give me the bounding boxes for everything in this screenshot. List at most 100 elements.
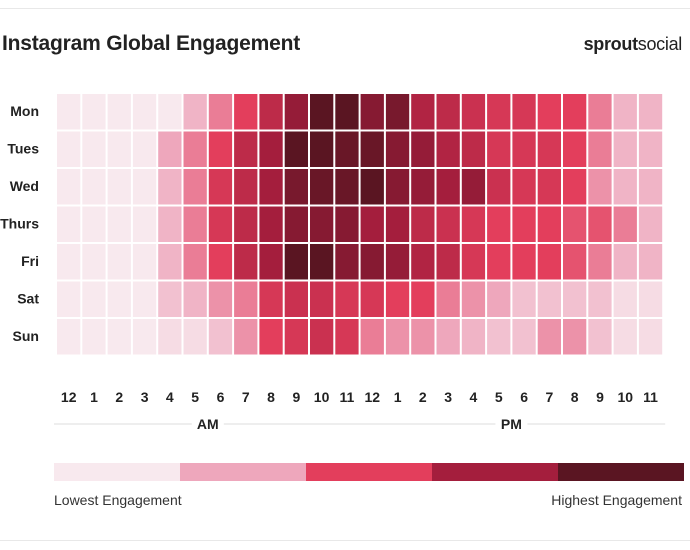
heatmap-cell — [82, 244, 106, 280]
heatmap-cell — [259, 244, 283, 280]
heatmap-cell — [512, 169, 536, 205]
heatmap-cell — [436, 169, 460, 205]
heatmap-cell — [537, 319, 561, 355]
heatmap-cell — [436, 244, 460, 280]
day-label: Thurs — [0, 215, 39, 231]
heatmap-cell — [638, 244, 663, 280]
heatmap-cell — [107, 169, 131, 205]
hour-label: 7 — [242, 389, 250, 405]
hour-label: 4 — [470, 389, 478, 405]
hour-label: 11 — [643, 389, 658, 405]
heatmap-cell — [57, 169, 81, 205]
heatmap-cell — [57, 319, 81, 355]
heatmap-cell — [132, 206, 157, 242]
heatmap-cell — [588, 94, 612, 130]
heatmap-cell — [284, 94, 308, 130]
legend-high-label: Highest Engagement — [551, 492, 682, 508]
heatmap-cell — [537, 281, 561, 317]
heatmap-cell — [310, 244, 334, 280]
heatmap-cell — [107, 206, 131, 242]
heatmap-cell — [487, 206, 511, 242]
hour-label: 5 — [191, 389, 199, 405]
hour-label: 6 — [217, 389, 225, 405]
heatmap-cell — [183, 131, 207, 167]
heatmap-cell — [158, 244, 182, 280]
heatmap-cell — [613, 319, 637, 355]
hour-label: 11 — [339, 389, 354, 405]
heatmap-cell — [487, 244, 511, 280]
heatmap-cell — [385, 206, 410, 242]
heatmap-cell — [310, 169, 334, 205]
heatmap-cell — [360, 319, 384, 355]
heatmap-cell — [537, 206, 561, 242]
heatmap-cell — [335, 94, 359, 130]
heatmap-cell — [158, 169, 182, 205]
heatmap-cell — [208, 244, 233, 280]
heatmap-cell — [436, 319, 460, 355]
heatmap-cell — [234, 244, 258, 280]
heatmap-cell — [360, 94, 384, 130]
day-label: Sun — [13, 328, 39, 344]
heatmap-cell — [57, 131, 81, 167]
heatmap-cell — [638, 319, 663, 355]
heatmap-cell — [461, 131, 486, 167]
heatmap-cell — [335, 319, 359, 355]
heatmap-cell — [82, 281, 106, 317]
heatmap-cell — [234, 169, 258, 205]
heatmap-cell — [183, 244, 207, 280]
legend-swatch — [54, 463, 180, 481]
heatmap-cell — [335, 131, 359, 167]
heatmap-cell — [259, 281, 283, 317]
brand-logo-part2: social — [637, 34, 683, 54]
heatmap-cell — [537, 94, 561, 130]
group-label: PM — [501, 416, 522, 432]
heatmap-cell — [132, 131, 157, 167]
heatmap-cell — [158, 94, 182, 130]
heatmap-cell — [335, 206, 359, 242]
top-divider — [0, 8, 690, 9]
heatmap-cell — [385, 244, 410, 280]
heatmap-cell — [284, 131, 308, 167]
day-label: Fri — [21, 253, 39, 269]
hour-label: 2 — [419, 389, 427, 405]
bottom-divider — [0, 540, 690, 541]
hour-label: 12 — [365, 389, 381, 405]
heatmap-cell — [132, 244, 157, 280]
heatmap-cell — [461, 319, 486, 355]
day-label: Tues — [7, 140, 39, 156]
heatmap-cell — [411, 319, 435, 355]
heatmap-cell — [537, 244, 561, 280]
brand-logo-part1: sprout — [583, 34, 639, 54]
heatmap-cell — [132, 94, 157, 130]
heatmap-cell — [82, 319, 106, 355]
heatmap-cell — [132, 319, 157, 355]
heatmap-cell — [588, 169, 612, 205]
heatmap-cell — [487, 94, 511, 130]
chart-title: Instagram Global Engagement — [2, 32, 300, 55]
heatmap-cell — [613, 94, 637, 130]
heatmap-cell — [385, 169, 410, 205]
heatmap-cell — [411, 131, 435, 167]
heatmap-cell — [107, 319, 131, 355]
heatmap-cell — [284, 169, 308, 205]
heatmap-cell — [563, 206, 587, 242]
hour-label: 6 — [520, 389, 528, 405]
heatmap-cell — [512, 281, 536, 317]
heatmap-cell — [335, 281, 359, 317]
hour-label: 1 — [90, 389, 98, 405]
day-label: Sat — [17, 290, 39, 306]
heatmap-cell — [436, 94, 460, 130]
heatmap-cell — [208, 281, 233, 317]
hour-label: 2 — [115, 389, 123, 405]
heatmap-cell — [487, 319, 511, 355]
heatmap-cell — [234, 281, 258, 317]
day-label: Mon — [10, 103, 39, 119]
heatmap-cell — [411, 281, 435, 317]
heatmap-cell — [563, 131, 587, 167]
heatmap-cell — [613, 281, 637, 317]
heatmap-cell — [158, 281, 182, 317]
legend-swatch — [306, 463, 432, 481]
heatmap-cell — [537, 169, 561, 205]
heatmap-cell — [461, 244, 486, 280]
